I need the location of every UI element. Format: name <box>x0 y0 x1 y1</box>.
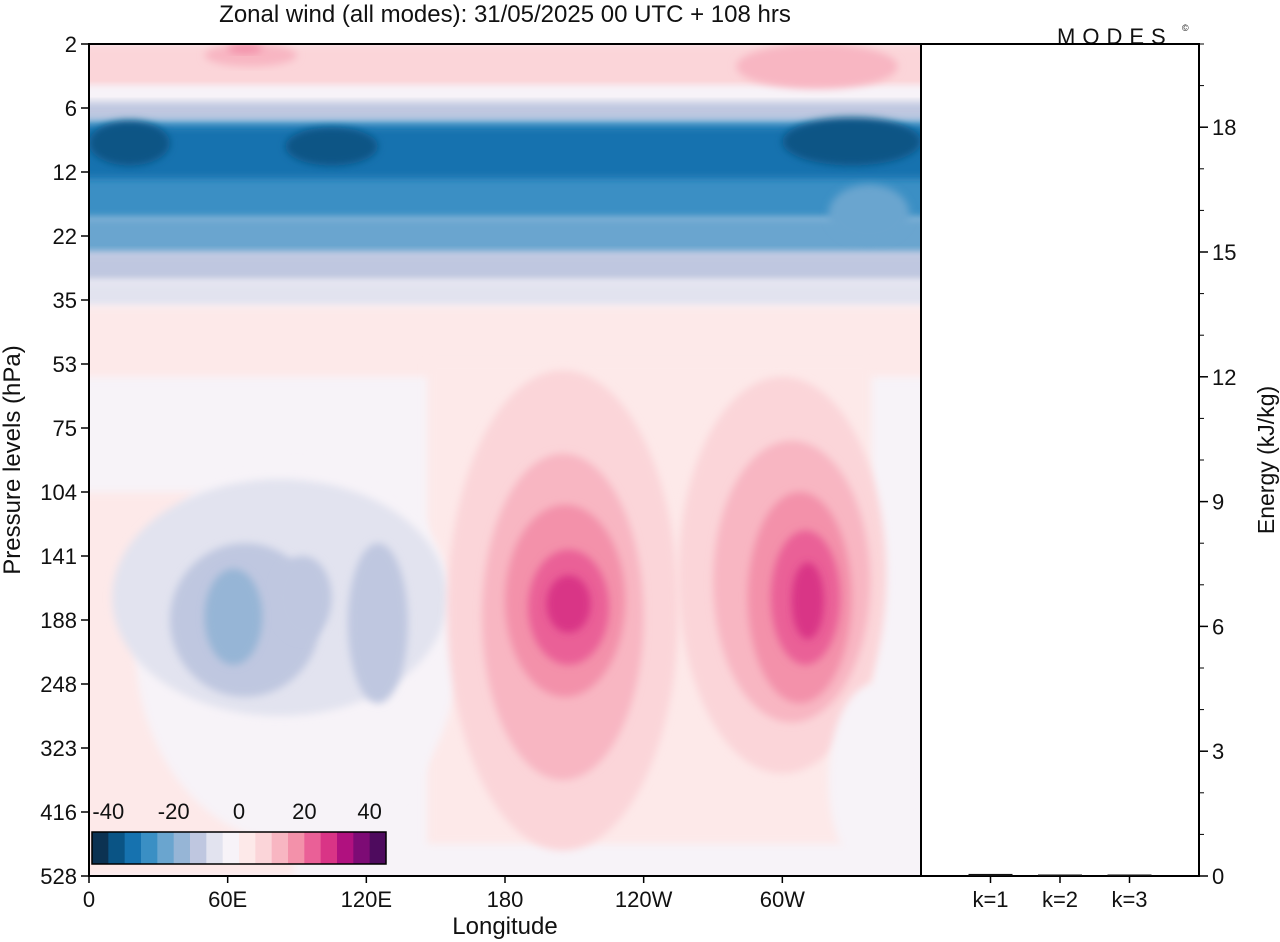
y-tick-label: 323 <box>40 736 77 761</box>
colorbar-swatch <box>255 832 273 864</box>
field-cell-33 <box>828 184 910 243</box>
colorbar-tick-label: 0 <box>233 799 245 824</box>
field-band-4 <box>89 127 921 179</box>
colorbar-swatch <box>271 832 289 864</box>
longitude-axis: 0 60E 120E 180 120W 60W <box>83 876 805 912</box>
colorbar-swatch <box>288 832 305 864</box>
colorbar-swatch <box>239 832 256 864</box>
x-axis-label: Longitude <box>452 913 557 940</box>
field-cell-31 <box>89 120 170 166</box>
wavenumber-label: k=1 <box>972 887 1008 912</box>
energy-bars <box>968 873 1152 876</box>
x-tick-label: 60E <box>208 887 247 912</box>
field-cell-14 <box>204 568 263 665</box>
y-tick-label: 12 <box>53 160 77 185</box>
field-cell-34 <box>828 684 921 876</box>
modes-logo-mark: © <box>1182 23 1189 33</box>
energy-frame <box>920 43 1200 877</box>
colorbar-tick-label: 40 <box>357 799 381 824</box>
y-tick-label: 53 <box>53 352 77 377</box>
figure-title: Zonal wind (all modes): 31/05/2025 00 UT… <box>219 1 791 28</box>
field-band-6 <box>89 252 921 281</box>
colorbar-frame <box>91 831 387 865</box>
colorbar-swatch <box>353 832 371 864</box>
energy-bar <box>1107 874 1152 876</box>
field-cell-32 <box>285 127 378 166</box>
field-band-2 <box>89 101 921 121</box>
energy-tick-label: 3 <box>1212 739 1224 764</box>
wavenumber-axis: k=1 k=2 k=3 <box>972 876 1148 912</box>
x-tick-label: 60W <box>760 887 805 912</box>
field-cell-15 <box>273 556 332 640</box>
colorbar-swatch <box>141 832 158 864</box>
y-tick-label: 141 <box>40 544 77 569</box>
colorbar: -40 -20 0 20 40 <box>91 799 387 865</box>
energy-tick-label: 0 <box>1212 864 1224 889</box>
colorbar-swatch <box>157 832 175 864</box>
energy-bar <box>968 873 1013 876</box>
field-cell-30 <box>782 117 921 166</box>
y-tick-label: 528 <box>40 864 77 889</box>
field-band-5 <box>89 216 921 256</box>
wavenumber-label: k=2 <box>1042 887 1078 912</box>
field-cell-26 <box>791 562 824 640</box>
y-tick-label: 2 <box>65 32 77 57</box>
y-tick-label: 35 <box>53 288 77 313</box>
y-tick-label: 6 <box>65 96 77 121</box>
energy-tick-label: 9 <box>1212 490 1224 515</box>
field-band-7 <box>89 280 921 307</box>
y-tick-label: 248 <box>40 672 77 697</box>
colorbar-swatch <box>124 832 142 864</box>
wind-field <box>89 44 921 876</box>
wavenumber-label: k=3 <box>1111 887 1147 912</box>
field-cell-29 <box>227 44 263 54</box>
y-tick-label: 75 <box>53 416 77 441</box>
y-tick-label: 416 <box>40 800 77 825</box>
pressure-axis: 2 6 12 22 35 53 75 104 141 188 248 323 416 528 <box>40 32 89 889</box>
field-cell-27 <box>736 44 898 89</box>
colorbar-swatch <box>320 832 338 864</box>
energy-tick-label: 12 <box>1212 365 1236 390</box>
x-tick-label: 180 <box>487 887 524 912</box>
energy-axis: 0 3 6 9 12 15 18 <box>1199 43 1236 889</box>
colorbar-swatch <box>369 832 387 864</box>
y-tick-label: 188 <box>40 608 77 633</box>
x-tick-label: 120W <box>615 887 673 912</box>
energy-tick-label: 6 <box>1212 614 1224 639</box>
colorbar-swatch <box>222 832 240 864</box>
field-cell-28 <box>204 44 297 67</box>
colorbar-tick-label: -20 <box>158 799 190 824</box>
colorbar-swatch <box>108 832 126 864</box>
colorbar-swatch <box>337 832 354 864</box>
y-tick-label: 22 <box>53 224 77 249</box>
colorbar-swatch <box>206 832 224 864</box>
field-band-1 <box>89 85 921 105</box>
x-tick-label: 0 <box>83 887 95 912</box>
x-tick-label: 120E <box>341 887 392 912</box>
colorbar-swatch <box>304 832 322 864</box>
colorbar-swatch <box>92 832 109 864</box>
energy-bar <box>1038 874 1082 876</box>
y-axis-label: Pressure levels (hPa) <box>0 345 26 574</box>
colorbar-tick-label: 20 <box>292 799 316 824</box>
energy-tick-label: 18 <box>1212 115 1236 140</box>
field-cell-21 <box>546 575 591 633</box>
field-cell-16 <box>347 543 408 704</box>
y-tick-label: 104 <box>40 480 77 505</box>
colorbar-swatch <box>173 832 191 864</box>
energy-tick-label: 15 <box>1212 240 1236 265</box>
colorbar-tick-label: -40 <box>92 799 124 824</box>
colorbar-swatch <box>190 832 207 864</box>
energy-axis-label: Energy (kJ/kg) <box>1253 386 1279 534</box>
